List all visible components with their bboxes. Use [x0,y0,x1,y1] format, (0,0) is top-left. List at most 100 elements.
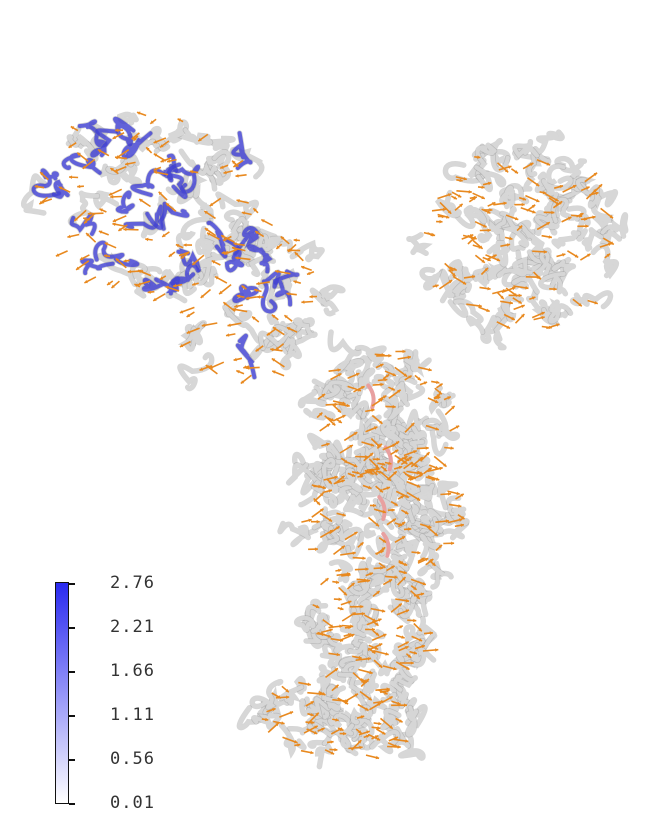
arrow-head [227,323,231,327]
backbone-segment [570,291,613,309]
arrow-head [580,213,584,217]
arrow-head [361,612,365,616]
backbone-segment [322,380,354,398]
arrow-head [334,475,338,480]
backbone-segment [106,153,139,174]
arrow-head [401,635,405,639]
arrow-head [375,467,379,471]
backbone-segment [280,337,302,370]
arrow-head [404,456,408,460]
arrow-head [383,467,387,472]
arrow-head [391,508,395,512]
arrow-head [240,380,245,384]
arrow-head [399,625,403,629]
arrow-head [381,731,386,735]
arrow-head [448,280,453,284]
arrow-head [215,276,219,280]
arrow-head [395,441,400,445]
backbone-segment [448,293,468,318]
arrow-head [308,518,312,523]
arrow-head [200,294,205,298]
backbone-segment [437,481,458,510]
colorbar-tick [69,583,75,585]
backbone-segment [357,573,386,591]
arrow-head [321,632,325,637]
backbone-segment [176,209,214,250]
arrow-head [234,304,238,308]
arrow-head [180,255,185,259]
arrow-head [137,282,142,286]
colorbar-label: 2.21 [110,617,155,637]
arrow-head [341,545,345,550]
arrow-head [555,198,559,202]
arrow-head [318,484,322,489]
backbone-segment [177,352,214,391]
arrow-head [453,267,457,271]
arrow-head [404,703,407,707]
arrow-head [458,504,462,508]
arrow-head [339,624,343,629]
arrow-head [406,666,410,670]
arrow-head [542,190,547,195]
backbone-segment [160,269,176,285]
backbone-segment [119,159,142,186]
arrow-head [369,453,374,457]
backbone-segment [414,465,438,495]
arrow-head [388,461,392,465]
backbone-segment [552,230,581,249]
arrow-head [445,519,449,523]
backbone-segment-blue [235,333,257,380]
arrow-head [379,363,384,367]
arrow-head [392,404,396,409]
arrow-head [509,301,513,305]
arrow-head [281,721,285,725]
arrow-head [150,120,154,124]
arrow-head [160,144,164,148]
arrow-head [403,460,408,464]
arrow-head [521,202,525,207]
arrow-head [335,718,339,722]
arrow-head [342,401,346,405]
arrow-head [235,256,239,260]
arrow-head [374,646,379,650]
arrow-head [469,234,474,238]
backbone-segment [261,688,290,716]
arrow-head [70,126,75,130]
arrow-head [352,551,356,555]
arrow-head [463,177,467,181]
arrow-head [408,456,412,461]
backbone-segment [513,139,539,159]
arrow-head [425,446,429,450]
arrow-head [220,165,224,169]
backbone-segment [344,447,366,474]
arrow-head [529,162,534,166]
arrow-head [125,162,129,166]
arrow-head [353,463,358,468]
arrow-head [310,713,314,717]
arrow-head [86,233,90,237]
arrow-head [375,464,379,469]
arrow-head [221,235,225,239]
arrow-head [69,175,73,179]
arrow-head [175,244,180,248]
backbone-segment [93,191,119,209]
arrow-head [521,314,525,318]
backbone-segment-blue [61,152,102,175]
arrow-head [153,297,157,301]
backbone-segment-highlight [377,495,387,522]
arrow-head [165,285,169,290]
arrow-head [205,365,210,369]
arrow-head [459,178,463,183]
backbone-segment-blue [223,237,245,273]
backbone-segment [299,696,331,718]
backbone-segment [326,685,346,711]
arrow-head [316,501,321,505]
backbone-tube-blue [30,116,300,380]
arrow-head [74,217,78,221]
arrow-head [435,427,439,431]
arrow-head [360,474,364,479]
arrow-head [243,365,247,369]
backbone-segment [319,285,345,306]
backbone-segment-blue [69,213,97,236]
arrow-head [275,346,279,351]
